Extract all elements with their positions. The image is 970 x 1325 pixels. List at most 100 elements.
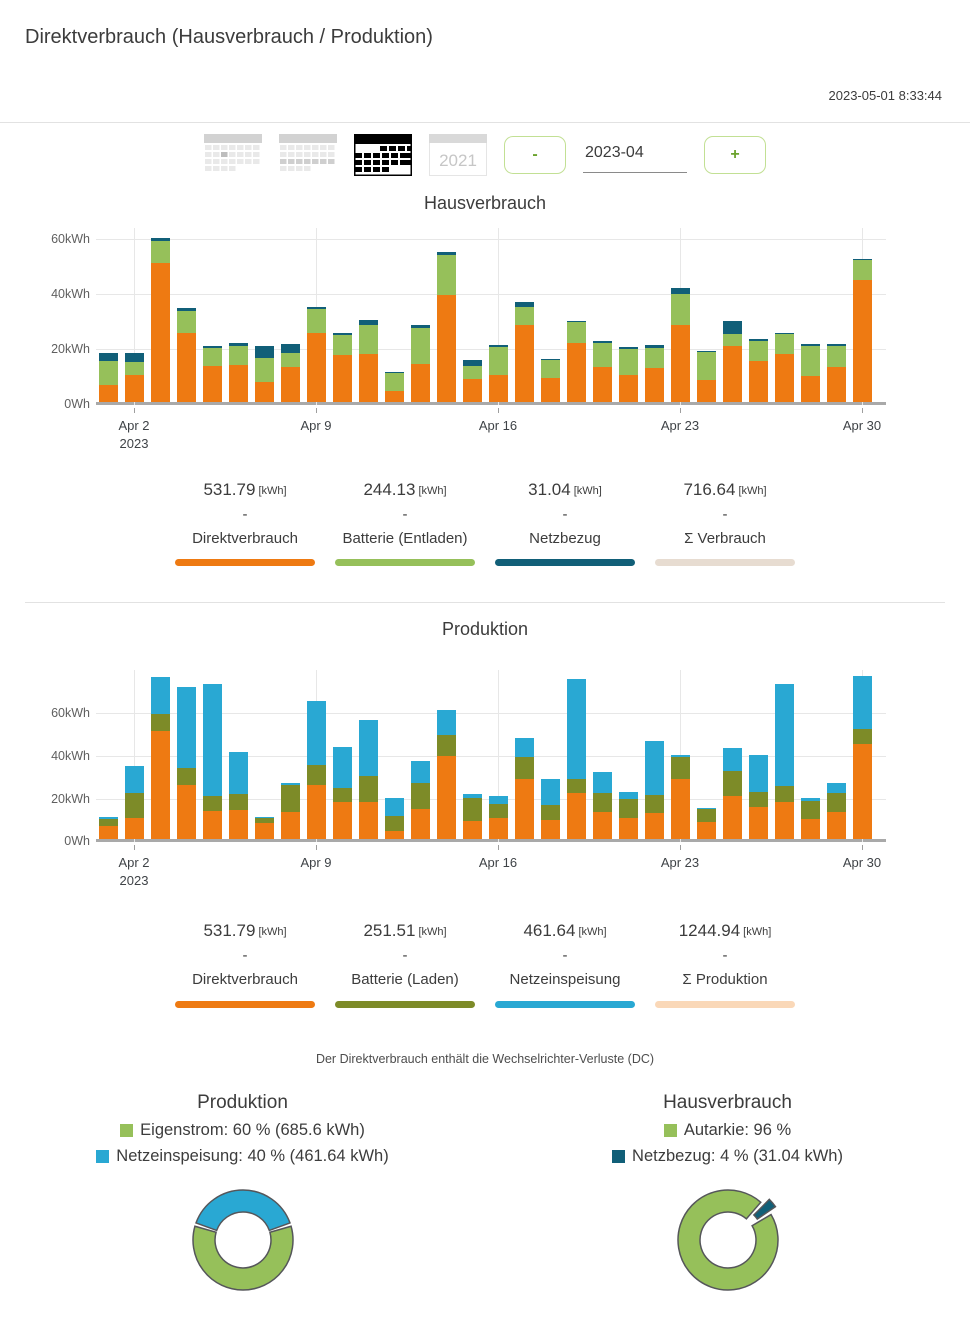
stat-item: 244.13 [kWh] - Batterie (Entladen) [329, 480, 481, 567]
week-calendar-icon [279, 134, 337, 171]
bar-segment-netzeinspeisung [566, 679, 586, 780]
bar-segment-batterie-entladen- [280, 353, 300, 367]
page-header: Direktverbrauch (Hausverbrauch / Produkt… [0, 0, 970, 123]
stacked-bar [852, 676, 872, 840]
produktion-donut-chart [191, 1188, 294, 1291]
bar-segment-direktverbrauch [358, 354, 378, 402]
bar-segment-batterie-laden- [124, 793, 144, 819]
stacked-bar [644, 345, 664, 402]
period-input[interactable] [583, 137, 687, 173]
bar-segment-direktverbrauch [462, 379, 482, 402]
stat-unit: [kWh] [743, 926, 772, 939]
bar-segment-direktverbrauch [124, 818, 144, 840]
stacked-bar [176, 687, 196, 840]
bar-segment-batterie-entladen- [540, 360, 560, 378]
y-axis-label: 20kWh [51, 791, 90, 806]
bar-segment-batterie-entladen- [748, 341, 768, 361]
bar-segment-netzbezug [280, 344, 300, 353]
x-axis-tick [862, 845, 863, 851]
week-view-button[interactable] [279, 134, 337, 176]
stacked-bar [670, 288, 690, 402]
bar-segment-direktverbrauch [852, 280, 872, 402]
previous-period-button[interactable]: - [504, 136, 566, 174]
stat-unit: [kWh] [258, 485, 287, 497]
hausverbrauch-donut-title: Hausverbrauch [663, 1091, 792, 1113]
stacked-bar [436, 252, 456, 402]
x-axis-tick [498, 408, 499, 413]
bar-segment-netzbezug [306, 307, 326, 309]
stacked-bar [384, 372, 404, 402]
bar-segment-direktverbrauch [670, 325, 690, 402]
vertical-gridline [134, 670, 135, 843]
month-view-button[interactable] [354, 134, 412, 176]
stacked-bar [462, 794, 482, 840]
bar-segment-batterie-entladen- [306, 309, 326, 333]
stacked-bar [774, 333, 794, 402]
bar-segment-direktverbrauch [618, 375, 638, 402]
bar-segment-netzbezug [384, 372, 404, 373]
bar-segment-netzeinspeisung [228, 752, 248, 795]
next-period-button[interactable]: + [704, 136, 766, 174]
bar-segment-direktverbrauch [748, 361, 768, 402]
bar-segment-netzeinspeisung [98, 817, 118, 820]
x-axis-label: Apr 16 [478, 418, 518, 433]
bar-segment-direktverbrauch [670, 779, 690, 840]
stat-dash: - [402, 947, 408, 965]
x-axis-tick [316, 408, 317, 413]
bar-segment-direktverbrauch [540, 378, 560, 402]
year-view-button[interactable]: 2021 [429, 134, 487, 176]
bar-segment-direktverbrauch [228, 365, 248, 402]
stat-value: 716.64 [kWh] [683, 480, 767, 499]
bar-segment-direktverbrauch [98, 385, 118, 402]
stacked-bar [540, 779, 560, 840]
stacked-bar [488, 796, 508, 840]
bar-segment-batterie-entladen- [202, 348, 222, 366]
bar-segment-netzbezug [618, 347, 638, 349]
day-view-button[interactable] [204, 134, 262, 176]
stat-label: Direktverbrauch [192, 971, 298, 989]
bar-segment-netzeinspeisung [150, 677, 170, 715]
period-controls: 2021 - + [0, 133, 970, 177]
bar-segment-batterie-laden- [280, 785, 300, 813]
legend-label: Netzeinspeisung: 40 % (461.64 kWh) [116, 1146, 389, 1165]
bar-segment-batterie-entladen- [150, 241, 170, 263]
bar-segment-netzbezug [410, 325, 430, 328]
donut-slice-eigenstrom [191, 1224, 294, 1291]
stacked-bar [540, 359, 560, 402]
legend-item: Autarkie: 96 % [485, 1121, 970, 1140]
stat-value: 461.64 [kWh] [523, 921, 607, 941]
stacked-bar [228, 752, 248, 840]
bar-segment-direktverbrauch [410, 809, 430, 840]
bar-segment-netzeinspeisung [410, 761, 430, 784]
bar-segment-batterie-entladen- [98, 361, 118, 385]
stacked-bar [592, 772, 612, 840]
stacked-bar [254, 817, 274, 840]
bar-segment-batterie-entladen- [488, 347, 508, 375]
produktion-donut-legend: Eigenstrom: 60 % (685.6 kWh) Netzeinspeis… [0, 1121, 485, 1166]
stat-unit: [kWh] [418, 926, 447, 939]
hausverbrauch-panel: 2021 - + Hausverbrauch 0Wh 20kWh 40kWh 60kW… [0, 133, 970, 602]
bar-segment-batterie-entladen- [462, 366, 482, 379]
bar-segment-netzbezug [566, 321, 586, 322]
stat-label: Batterie (Laden) [351, 971, 459, 989]
y-axis-label: 60kWh [51, 706, 90, 721]
page-title: Direktverbrauch (Hausverbrauch / Produkt… [25, 26, 433, 48]
bar-segment-netzbezug [514, 302, 534, 307]
stacked-bar [826, 783, 846, 840]
bar-segment-direktverbrauch [722, 346, 742, 402]
produktion-donut-title: Produktion [197, 1091, 288, 1113]
bar-segment-batterie-entladen- [254, 358, 274, 382]
bar-segment-netzbezug [800, 344, 820, 346]
x-axis-label: Apr 23 [660, 418, 700, 433]
stat-unit: [kWh] [258, 926, 287, 939]
bar-segment-netzbezug [670, 288, 690, 294]
bar-segment-batterie-laden- [306, 765, 326, 786]
bar-segment-batterie-entladen- [800, 346, 820, 376]
stat-label: Batterie (Entladen) [342, 530, 468, 547]
stacked-bar [228, 343, 248, 402]
bar-segment-netzeinspeisung [306, 701, 326, 766]
bar-segment-direktverbrauch [592, 367, 612, 402]
stacked-bar [644, 741, 664, 840]
bar-segment-direktverbrauch [800, 376, 820, 402]
bar-segment-direktverbrauch [410, 364, 430, 402]
